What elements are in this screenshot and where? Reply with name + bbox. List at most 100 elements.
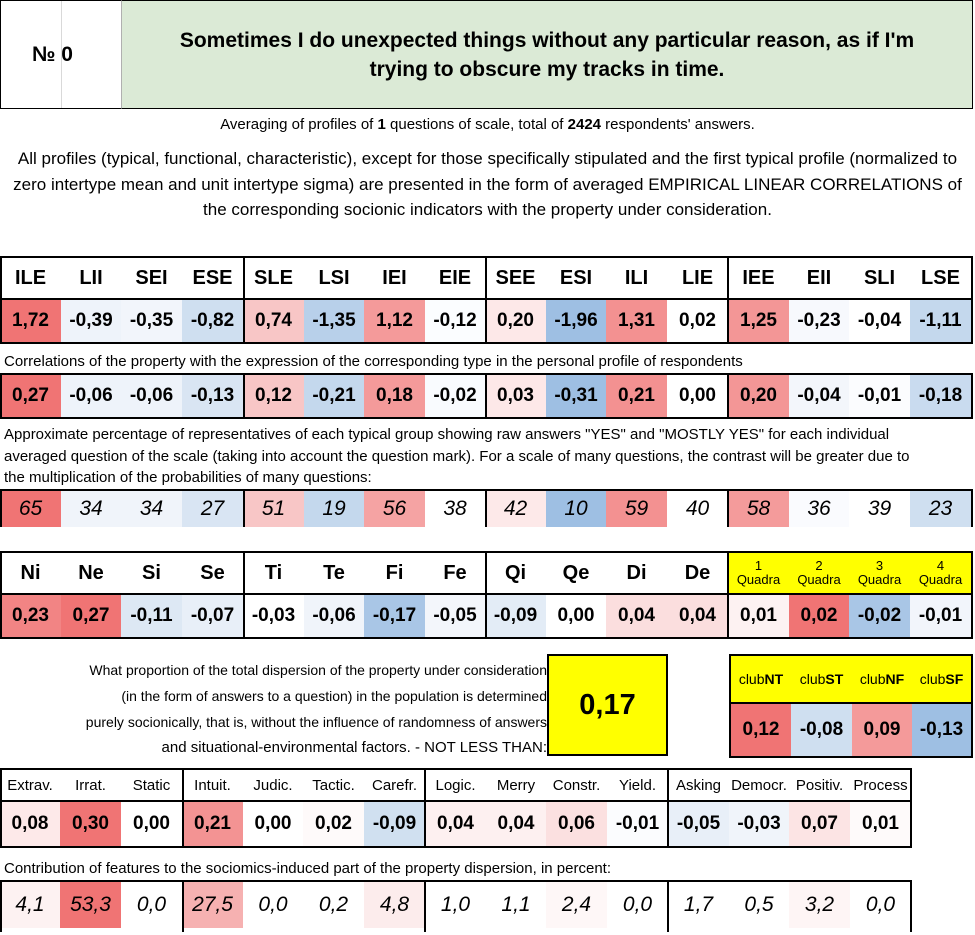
trait-header-2: Static	[132, 776, 171, 794]
quadra-label: Quadra	[857, 572, 902, 587]
quadra-label: Quadra	[736, 572, 781, 587]
trait-value-7: 0,04	[425, 802, 486, 846]
type-correlation-2: -0,06	[121, 375, 182, 417]
trait-contribution-10: 0,0	[607, 882, 668, 928]
type-header-11: LIE	[681, 266, 714, 289]
function-value-11: 0,04	[667, 595, 728, 637]
type-correlation-14: -0,01	[849, 375, 910, 417]
type-normalized-row: 1,72 -0,39 -0,35 -0,82 0,74 -1,35 1,12 -0,12 0,2…	[0, 300, 975, 342]
function-value-5: -0,06	[304, 595, 364, 637]
respondent-count: 2424	[567, 116, 602, 133]
type-header-12: IEE	[742, 266, 775, 289]
type-normalized-13: -0,23	[789, 300, 849, 342]
quadra-number: 3	[875, 558, 884, 573]
trait-contribution-14: 0,0	[850, 882, 911, 928]
type-correlation-4: 0,12	[243, 375, 304, 417]
function-header-6: Fi	[385, 561, 404, 584]
type-header-14: SLI	[863, 266, 896, 289]
function-value-3: -0,07	[182, 595, 243, 637]
club-value-row: 0,12 -0,08 0,09 -0,13	[731, 702, 971, 756]
trait-header-5: Tactic.	[312, 776, 355, 794]
type-header-5: LSI	[318, 266, 350, 289]
trait-contribution-2: 0,0	[121, 882, 182, 928]
quadra-label: Quadra	[918, 572, 963, 587]
function-header-9: Qe	[562, 561, 590, 584]
correlation-note: Correlations of the property with the ex…	[4, 353, 743, 370]
function-value-7: -0,05	[425, 595, 485, 637]
type-header-0: ILE	[14, 266, 47, 289]
function-value-9: 0,00	[546, 595, 606, 637]
type-normalized-6: 1,12	[364, 300, 425, 342]
quadra-number: 2	[815, 558, 823, 573]
trait-header-7: Logic.	[435, 776, 476, 794]
trait-contribution-0: 4,1	[0, 882, 60, 928]
quadra-header-4: 4 Quadra	[910, 553, 971, 593]
type-normalized-12: 1,25	[728, 300, 789, 342]
proportion-explanation: What proportion of the total dispersion …	[85, 662, 547, 756]
trait-value-0: 0,08	[0, 802, 60, 846]
trait-contribution-5: 0,2	[303, 882, 364, 928]
function-value-4: -0,03	[243, 595, 304, 637]
trait-contribution-13: 3,2	[789, 882, 850, 928]
trait-value-row: 0,08 0,30 0,00 0,21 0,00 0,02 -0,09 0,04 0,04 0,0…	[0, 802, 975, 846]
type-correlation-5: -0,21	[304, 375, 364, 417]
quadra-label: Quadra	[797, 572, 841, 587]
contribution-note: Contribution of features to the sociomic…	[4, 860, 611, 877]
type-header-15: LSE	[921, 266, 960, 289]
club-header-sf: club SF	[919, 671, 964, 687]
type-percentage-1: 34	[61, 491, 121, 527]
quadra-header-3: 3 Quadra	[849, 553, 910, 593]
trait-header-row: Extrav. Irrat. Static Intuit. Judic. Tactic. C…	[0, 770, 975, 800]
trait-header-14: Process	[853, 776, 908, 794]
trait-header-13: Positiv.	[795, 776, 844, 794]
type-normalized-4: 0,74	[243, 300, 304, 342]
type-percentage-15: 23	[910, 491, 971, 527]
type-normalized-7: -0,12	[425, 300, 485, 342]
profile-description: All profiles (typical, functional, chara…	[13, 149, 962, 219]
type-normalized-0: 1,72	[0, 300, 61, 342]
function-header-10: Di	[626, 561, 647, 584]
function-value-2: -0,11	[121, 595, 182, 637]
averaging-info: Averaging of profiles of 1 questions of …	[220, 116, 755, 133]
quadra-value-1: 0,01	[728, 595, 789, 637]
trait-header-1: Irrat.	[75, 776, 106, 794]
type-correlation-11: 0,00	[667, 375, 728, 417]
trait-value-5: 0,02	[303, 802, 364, 846]
quadra-value-3: -0,02	[849, 595, 910, 637]
type-correlation-3: -0,13	[182, 375, 243, 417]
trait-contribution-11: 1,7	[668, 882, 729, 928]
trait-value-11: -0,05	[668, 802, 729, 846]
trait-value-6: -0,09	[364, 802, 425, 846]
quadra-value-4: -0,01	[910, 595, 971, 637]
trait-value-10: -0,01	[607, 802, 668, 846]
trait-header-0: Extrav.	[7, 776, 53, 794]
question-number: № 0	[32, 43, 73, 66]
type-header-row: ILE LII SEI ESE SLE LSI IEI EIE SEE ESI ILI LIE IEE E…	[0, 258, 975, 298]
trait-value-12: -0,03	[729, 802, 789, 846]
trait-value-9: 0,06	[546, 802, 607, 846]
type-percentage-5: 19	[304, 491, 364, 527]
type-correlation-9: -0,31	[546, 375, 606, 417]
trait-contribution-12: 0,5	[729, 882, 789, 928]
type-header-13: EII	[806, 266, 832, 289]
question-number-box: № 0	[0, 0, 122, 109]
type-percentage-12: 58	[728, 491, 789, 527]
trait-value-13: 0,07	[789, 802, 850, 846]
club-header-row: club NT club ST club NF club SF	[731, 656, 971, 702]
trait-contribution-9: 2,4	[546, 882, 607, 928]
type-percentage-0: 65	[0, 491, 61, 527]
trait-value-14: 0,01	[850, 802, 911, 846]
function-header-row: Ni Ne Si Se Ti Te Fi Fe Qi Qe Di De 1 Quadra 2 Quadra 3 Q…	[0, 553, 975, 593]
function-header-0: Ni	[20, 561, 41, 584]
socionic-proportion-value: 0,17	[547, 654, 668, 756]
club-value-st: -0,08	[791, 704, 852, 756]
type-header-9: ESI	[559, 266, 593, 289]
type-normalized-2: -0,35	[121, 300, 182, 342]
type-percentage-11: 40	[667, 491, 728, 527]
function-value-10: 0,04	[606, 595, 667, 637]
club-header-nt: club NT	[738, 671, 784, 687]
function-value-6: -0,17	[364, 595, 425, 637]
trait-header-9: Constr.	[552, 776, 601, 794]
trait-value-2: 0,00	[121, 802, 182, 846]
type-header-3: ESE	[192, 266, 233, 289]
